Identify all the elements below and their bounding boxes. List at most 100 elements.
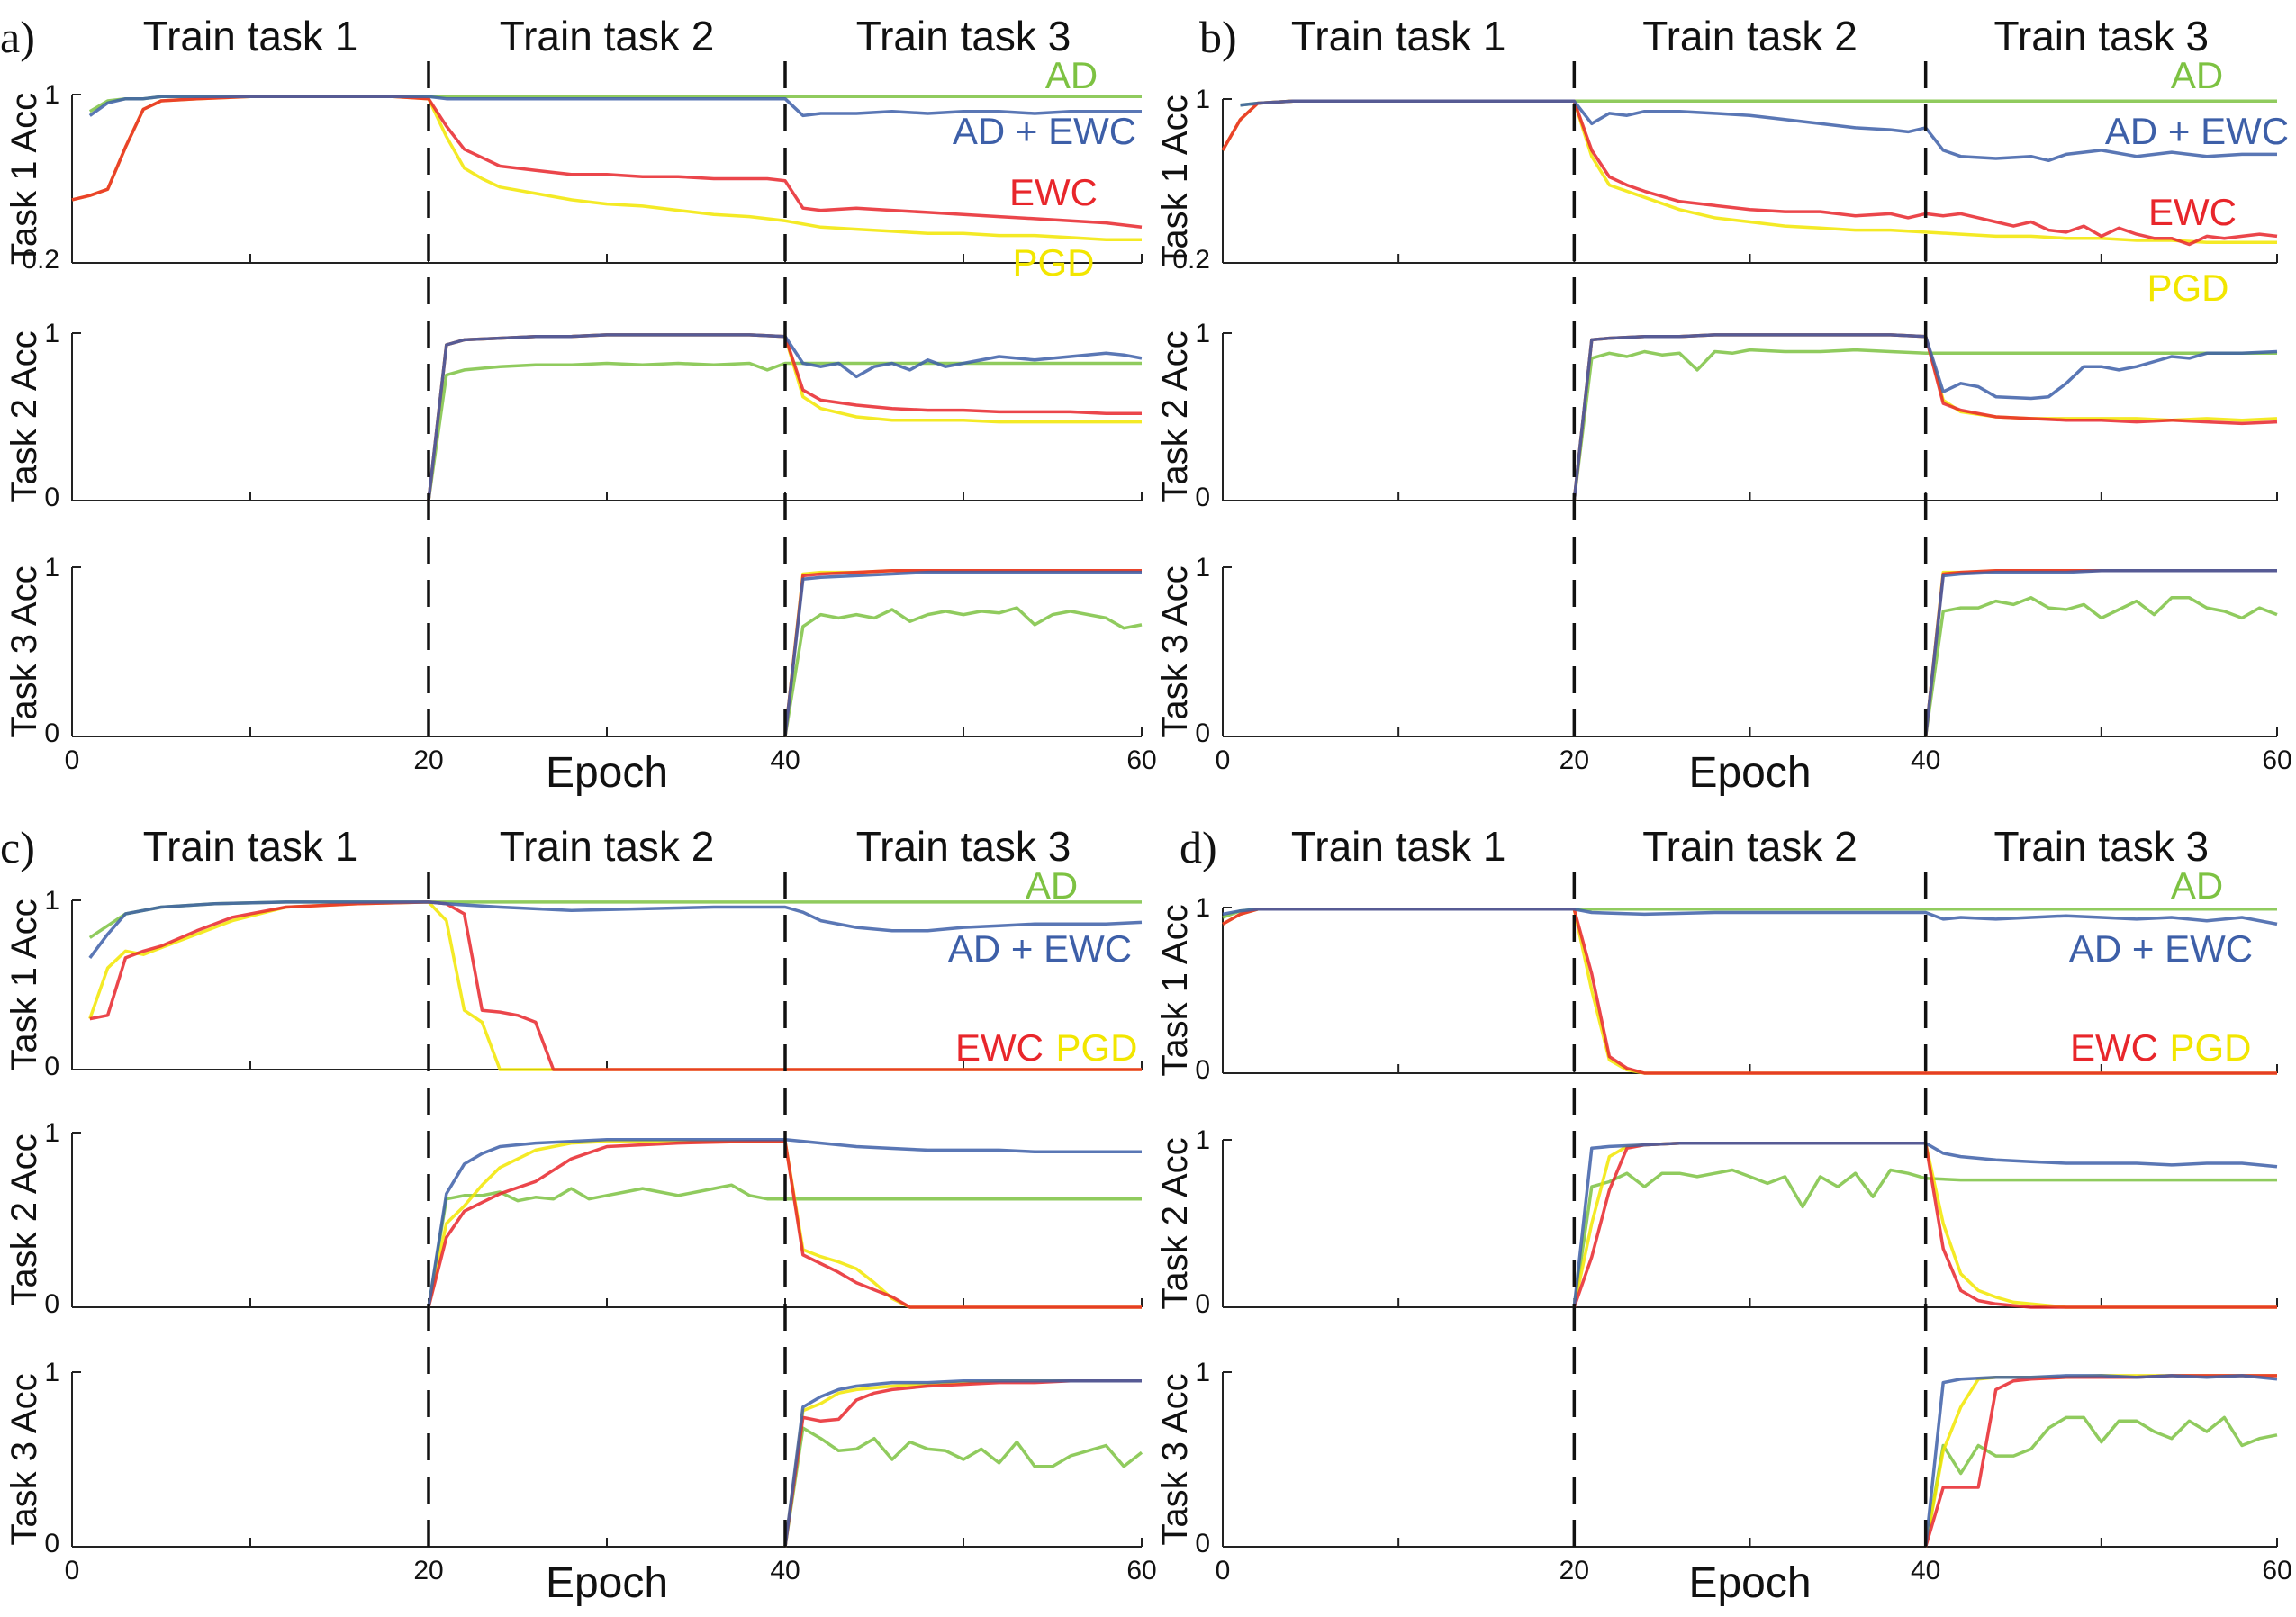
series-line-ad [783, 1426, 1143, 1548]
phase-title: Train task 2 [500, 13, 715, 59]
y-axis-label: Task 1 Acc [1155, 95, 1195, 266]
y-tick-label: 0 [44, 718, 59, 748]
series-line-adewc [1222, 908, 2278, 926]
series-line-adewc [88, 95, 1142, 118]
y-tick-label: 1 [44, 1358, 59, 1387]
y-axis-label: Task 2 Acc [1155, 330, 1195, 502]
y-tick-label: 1 [1195, 893, 1210, 923]
y-axis-label: Task 2 Acc [5, 330, 44, 502]
y-axis-label: Task 1 Acc [5, 93, 44, 265]
series-line-ewc [783, 1378, 1142, 1548]
phase-title: Train task 2 [1642, 13, 1858, 59]
series-line-pgd [783, 1378, 1142, 1548]
x-tick-label: 60 [1126, 1556, 1156, 1585]
series-line-ewc [783, 569, 1142, 737]
x-tick-label: 40 [770, 745, 800, 775]
legend-label-ewc: EWC [1009, 171, 1098, 213]
phase-title: Train task 3 [856, 823, 1071, 870]
panel-a: a) Train task 1 Train task 2 Train task 3 1 0… [0, 12, 1157, 797]
phase-title: Train task 1 [143, 823, 358, 870]
y-tick-label: 1 [1195, 1358, 1210, 1387]
series-line-adewc [783, 1378, 1142, 1548]
x-tick-label: 20 [1559, 745, 1589, 775]
y-axis-label: Task 3 Acc [1155, 1373, 1195, 1545]
legend-label-adewc: AD + EWC [948, 927, 1132, 970]
x-axis-label: Epoch [1688, 1559, 1811, 1607]
legend-label-adewc: AD + EWC [2069, 927, 2253, 970]
series-line-ewc [1924, 1374, 2277, 1548]
panel-label: c) [0, 822, 35, 872]
series-line-ewc [71, 95, 1143, 230]
legend-label-adewc: AD + EWC [953, 110, 1136, 152]
x-axis-label: Epoch [1688, 749, 1811, 797]
phase-title: Train task 3 [1994, 823, 2210, 870]
phase-title: Train task 1 [1291, 823, 1506, 870]
legend-label-pgd: PGD [1055, 1026, 1137, 1069]
phase-title: Train task 2 [500, 823, 715, 870]
y-tick-label: 1 [44, 553, 59, 583]
series-line-pgd [783, 569, 1142, 737]
panel-c: c) Train task 1 Train task 2 Train task 3 1 0… [0, 822, 1157, 1607]
series-line-ad [783, 606, 1143, 737]
x-tick-label: 20 [413, 745, 443, 775]
y-axis-label: Task 1 Acc [5, 899, 44, 1070]
series-line-ewc [1221, 99, 2278, 247]
x-tick-label: 0 [65, 745, 80, 775]
x-tick-label: 0 [65, 1556, 80, 1585]
y-tick-label: 0 [44, 483, 59, 512]
series-line-adewc [1240, 99, 2277, 163]
y-axis-label: Task 2 Acc [5, 1134, 44, 1305]
panel-d: d) Train task 1 Train task 2 Train task 3 1 0… [1155, 822, 2292, 1607]
x-tick-label: 60 [2262, 745, 2291, 775]
panel-label: b) [1199, 12, 1237, 62]
y-tick-label: 1 [44, 319, 59, 348]
y-tick-label: 0.2 [22, 245, 59, 275]
x-axis-label: Epoch [546, 749, 668, 797]
series-line-ewc [427, 1139, 1142, 1309]
x-tick-label: 0 [1216, 1556, 1231, 1585]
x-tick-label: 0 [1216, 745, 1231, 775]
legend-label-ewc: EWC [2148, 191, 2237, 233]
series-line-ad [427, 1183, 1142, 1308]
y-tick-label: 1 [1195, 1125, 1210, 1155]
y-axis-label: Task 2 Acc [1155, 1137, 1195, 1309]
series-line-adewc [1923, 1374, 2278, 1548]
series-line-ad [427, 361, 1142, 501]
series-line-pgd [1923, 569, 2277, 737]
y-tick-label: 1 [1195, 85, 1210, 114]
y-axis-label: Task 1 Acc [1155, 904, 1195, 1076]
legend-label-pgd: PGD [2147, 266, 2228, 309]
y-tick-label: 1 [44, 886, 59, 916]
x-tick-label: 40 [1911, 745, 1940, 775]
x-axis-label: Epoch [546, 1559, 668, 1607]
y-axis-label: Task 3 Acc [5, 565, 44, 737]
series-line-ad [1572, 1168, 2277, 1308]
y-tick-label: 0 [44, 1289, 59, 1319]
y-tick-label: 0.2 [1172, 245, 1210, 275]
series-line-adewc [88, 900, 1143, 959]
y-tick-label: 1 [44, 1118, 59, 1148]
panel-b: b) Train task 1 Train task 2 Train task 3 1 0… [1155, 12, 2292, 797]
legend-label-ad: AD [2171, 54, 2223, 96]
phase-title: Train task 2 [1642, 823, 1858, 870]
phase-title: Train task 3 [856, 13, 1071, 59]
y-tick-label: 0 [1195, 483, 1210, 512]
y-axis-label: Task 3 Acc [5, 1373, 44, 1545]
legend-label-pgd: PGD [2169, 1026, 2251, 1069]
phase-title: Train task 1 [143, 13, 358, 59]
legend-label-adewc: AD + EWC [2105, 110, 2289, 152]
legend-label-ewc: EWC [955, 1026, 1044, 1069]
legend-label-ad: AD [1045, 54, 1098, 96]
x-tick-label: 40 [1911, 1556, 1940, 1585]
y-tick-label: 0 [44, 1052, 59, 1081]
legend-label-ad: AD [2171, 864, 2223, 907]
series-line-ad [1923, 596, 2278, 737]
